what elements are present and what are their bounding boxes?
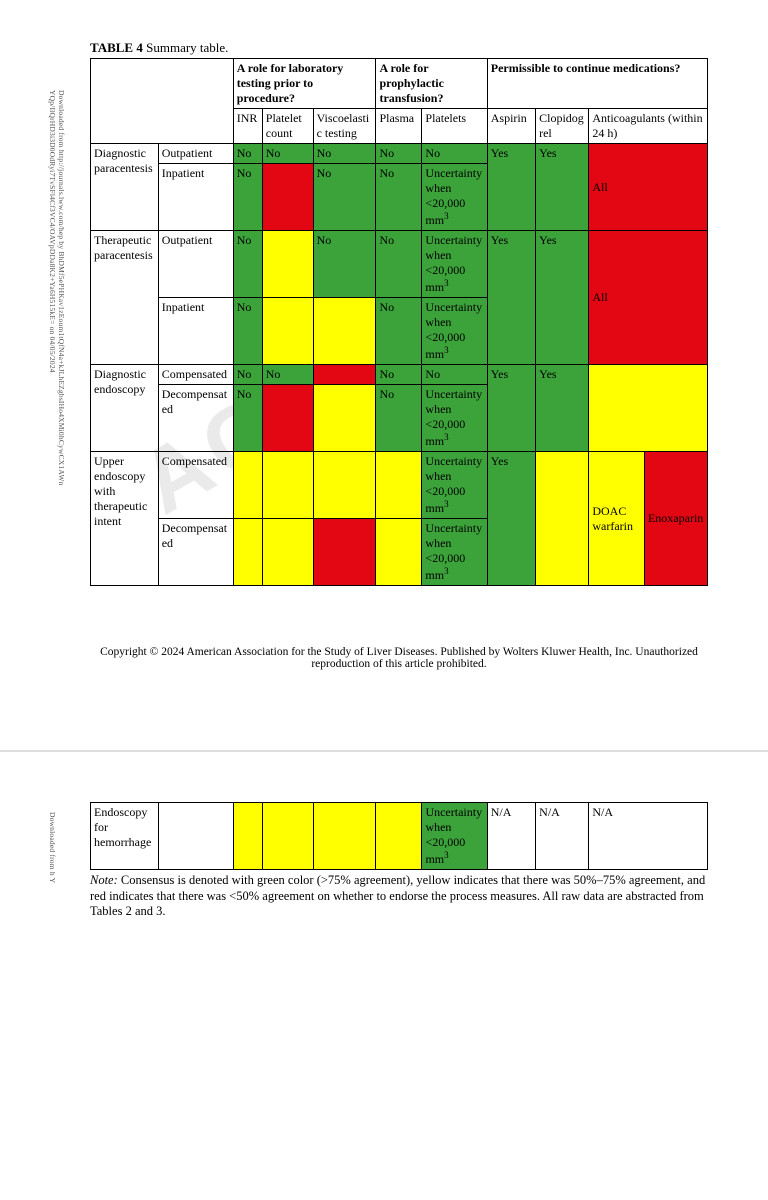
row-tp-out: Therapeutic paracentesis Outpatient No N… <box>91 231 708 298</box>
rg-4: Endoscopy for hemorrhage <box>91 803 159 870</box>
sub-platelets: Platelets <box>422 109 487 144</box>
rg-2-r1: Decompensated <box>158 385 233 452</box>
rg-0: Diagnostic paracentesis <box>91 144 159 231</box>
sub-clopid: Clopidogrel <box>536 109 589 144</box>
rg-3-r0: Compensated <box>158 452 233 519</box>
summary-table-cont: Endoscopy for hemorrhage Uncertainty whe… <box>90 802 708 870</box>
sub-inr: INR <box>233 109 262 144</box>
sub-plt: Platelet count <box>262 109 313 144</box>
row-ue-comp: Upper endoscopy with therapeutic intent … <box>91 452 708 519</box>
rg-0-r1: Inpatient <box>158 164 233 231</box>
copyright: Copyright © 2024 American Association fo… <box>90 646 708 670</box>
note-prefix: Note: <box>90 873 118 887</box>
header-meds: Permissible to continue medications? <box>487 59 707 109</box>
row-de-comp: Diagnostic endoscopy Compensated No No N… <box>91 365 708 385</box>
page-1: ACCEPTED Downloaded from http://journals… <box>0 0 768 710</box>
page-2: Downloaded from h Y Endoscopy for hemorr… <box>0 750 768 940</box>
uncert-cell: Uncertainty when <20,000 mm3 <box>422 164 487 231</box>
rg-0-r0: Outpatient <box>158 144 233 164</box>
rg-3: Upper endoscopy with therapeutic intent <box>91 452 159 586</box>
rg-3-r1: Decompensated <box>158 519 233 586</box>
title-rest: Summary table. <box>143 40 229 55</box>
sub-visc: Viscoelastic testing <box>313 109 376 144</box>
title-prefix: TABLE 4 <box>90 40 143 55</box>
table-note: Note: Consensus is denoted with green co… <box>90 873 708 920</box>
rg-1-r1: Inpatient <box>158 298 233 365</box>
rg-2: Diagnostic endoscopy <box>91 365 159 452</box>
header-lab: A role for laboratory testing prior to p… <box>233 59 376 109</box>
summary-table: A role for laboratory testing prior to p… <box>90 58 708 586</box>
download-sidetext-2: Downloaded from h Y <box>48 812 57 883</box>
header-row-1: A role for laboratory testing prior to p… <box>91 59 708 109</box>
note-body: Consensus is denoted with green color (>… <box>90 873 705 918</box>
row-hem: Endoscopy for hemorrhage Uncertainty whe… <box>91 803 708 870</box>
sub-anticoag: Anticoagulants (within 24 h) <box>589 109 708 144</box>
sub-plasma: Plasma <box>376 109 422 144</box>
header-transfusion: A role for prophylactic transfusion? <box>376 59 487 109</box>
rg-1: Therapeutic paracentesis <box>91 231 159 365</box>
rg-1-r0: Outpatient <box>158 231 233 298</box>
rg-2-r0: Compensated <box>158 365 233 385</box>
header-blank <box>91 59 234 144</box>
row-dp-out: Diagnostic paracentesis Outpatient No No… <box>91 144 708 164</box>
download-sidetext: Downloaded from http://journals.lww.com/… <box>48 90 66 710</box>
table-title: TABLE 4 Summary table. <box>90 40 708 56</box>
sub-aspirin: Aspirin <box>487 109 535 144</box>
